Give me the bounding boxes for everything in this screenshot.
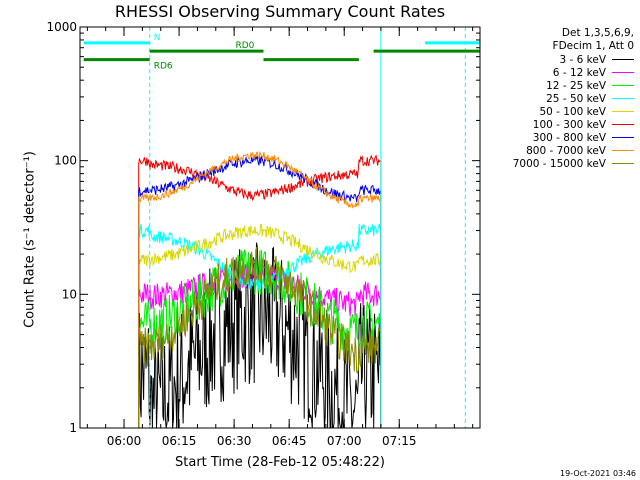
- plot-frame: [79, 26, 481, 429]
- chart-title: RHESSI Observing Summary Count Rates: [114, 2, 446, 21]
- x-axis-label: Start Time (28-Feb-12 05:48:22): [175, 455, 385, 470]
- axes-group: 1 10 100 1000 06:00 06:15 06:30 06:45 07:00 07:15: [46, 20, 481, 448]
- legend-swatch: [612, 98, 634, 99]
- x-tick-label: 06:00: [107, 434, 142, 448]
- legend-entry-label: 7000 - 15000 keV: [512, 157, 606, 170]
- legend-header-line-2: FDecim 1, Att 0: [552, 40, 634, 52]
- legend: Det 1,3,5,6,9, FDecim 1, Att 0 3 - 6 keV…: [482, 27, 634, 170]
- legend-entry-label: 50 - 100 keV: [539, 105, 606, 118]
- legend-swatch: [612, 163, 634, 164]
- series-line-8: [138, 150, 382, 428]
- flag-label-rd0: RD0: [235, 41, 254, 51]
- x-tick-label: 07:15: [382, 434, 417, 448]
- legend-swatch: [612, 111, 634, 112]
- flag-label-rd6: RD6: [154, 62, 173, 72]
- legend-entry-label: 6 - 12 keV: [552, 66, 606, 79]
- legend-entry: 50 - 100 keV: [482, 105, 634, 118]
- y-tick-label: 1000: [46, 20, 77, 34]
- legend-entry-label: 25 - 50 keV: [546, 92, 606, 105]
- legend-swatch: [612, 137, 634, 138]
- y-axis-label: Count Rate (s⁻¹ detector⁻¹): [22, 151, 38, 328]
- legend-entries: 3 - 6 keV 6 - 12 keV 12 - 25 keV 25 - 50 ke…: [482, 53, 634, 170]
- series-line-5: [138, 223, 382, 428]
- legend-entry-label: 12 - 25 keV: [546, 79, 606, 92]
- series-line-6: [138, 154, 382, 428]
- y-tick-label: 100: [54, 154, 77, 168]
- series-line-9: [138, 246, 382, 428]
- x-tick-label: 06:45: [272, 434, 307, 448]
- series-group: [138, 150, 382, 429]
- legend-entry: 7000 - 15000 keV: [482, 157, 634, 170]
- x-tick-label: 06:15: [162, 434, 197, 448]
- x-tick-label: 06:30: [217, 434, 252, 448]
- legend-entry: 100 - 300 keV: [482, 118, 634, 131]
- y-tick-label: 10: [62, 287, 77, 301]
- legend-entry-label: 3 - 6 keV: [559, 53, 606, 66]
- legend-swatch: [612, 85, 634, 86]
- legend-swatch: [612, 150, 634, 151]
- legend-swatch: [612, 72, 634, 73]
- series-line-4: [138, 223, 382, 428]
- y-tick-label: 1: [69, 421, 77, 435]
- x-tick-label: 07:00: [327, 434, 362, 448]
- legend-swatch: [612, 59, 634, 60]
- legend-entry: 300 - 800 keV: [482, 131, 634, 144]
- legend-header-line-1: Det 1,3,5,6,9,: [561, 27, 634, 39]
- legend-entry: 25 - 50 keV: [482, 92, 634, 105]
- legend-entry-label: 300 - 800 keV: [532, 131, 606, 144]
- legend-entry-label: 100 - 300 keV: [532, 118, 606, 131]
- legend-entry-label: 800 - 7000 keV: [526, 144, 606, 157]
- legend-entry: 12 - 25 keV: [482, 79, 634, 92]
- legend-entry: 3 - 6 keV: [482, 53, 634, 66]
- flag-label-n: N: [154, 33, 161, 43]
- legend-entry: 6 - 12 keV: [482, 66, 634, 79]
- legend-entry: 800 - 7000 keV: [482, 144, 634, 157]
- legend-swatch: [612, 124, 634, 125]
- timestamp: 19-Oct-2021 03:46: [560, 469, 636, 478]
